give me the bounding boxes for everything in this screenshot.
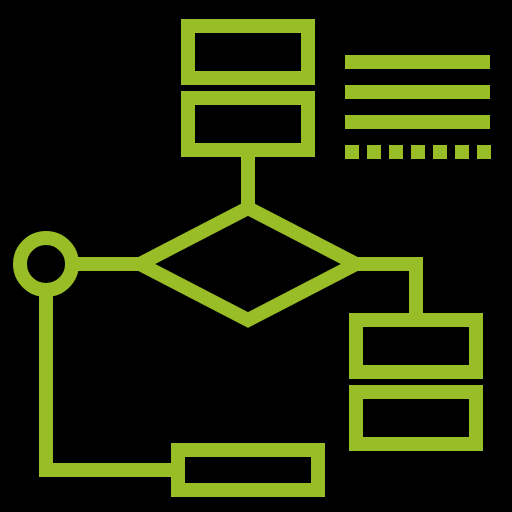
legend-lines — [345, 62, 491, 152]
node-right_proc_1 — [356, 320, 476, 372]
node-right_proc_2 — [356, 392, 476, 444]
edge-connector-to-bottom_proc — [46, 290, 178, 470]
node-decision — [140, 208, 356, 320]
node-bottom_proc — [178, 450, 318, 490]
edge-decision-to-right_proc_1 — [356, 264, 416, 320]
flowchart-svg — [0, 0, 512, 512]
flowchart-diagram — [0, 0, 512, 512]
node-connector — [20, 238, 72, 290]
node-top_process_2 — [188, 98, 308, 150]
node-top_process_1 — [188, 26, 308, 78]
